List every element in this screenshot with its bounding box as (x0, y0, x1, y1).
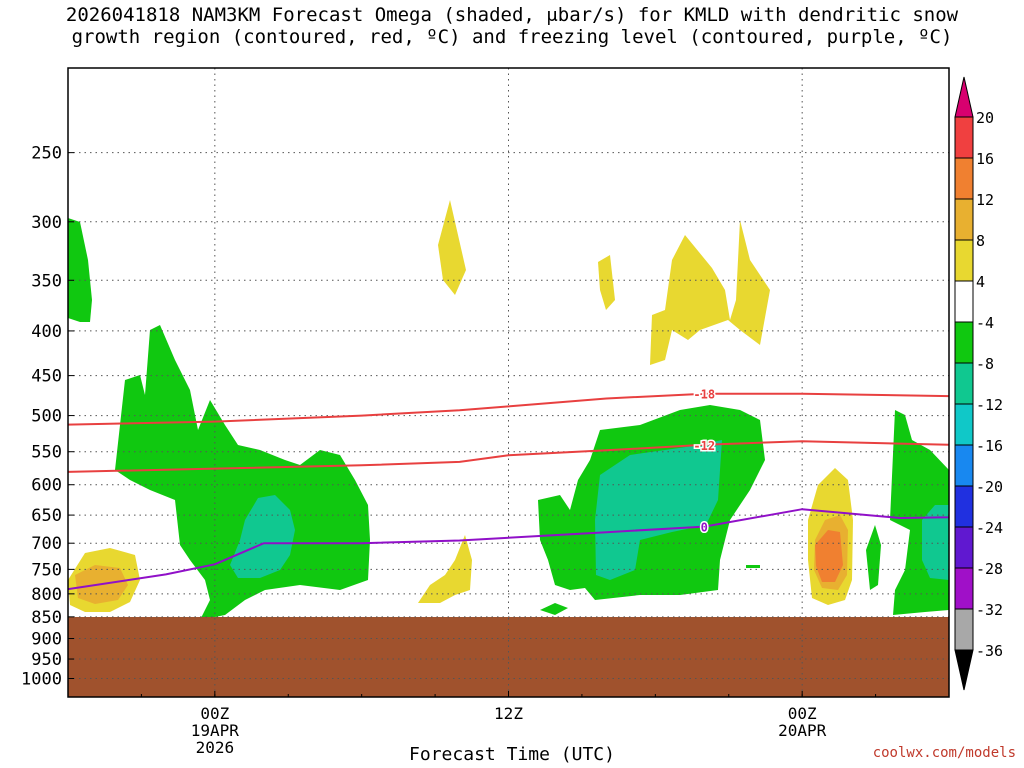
contours: -18-18-12-1200 (68, 386, 949, 591)
y-tick-label: 850 (31, 608, 62, 628)
x-tick-label: 19APR (191, 721, 240, 740)
colorbar-label: 16 (976, 150, 994, 168)
colorbar-label: 12 (976, 191, 994, 209)
colorbar-label: -20 (976, 478, 1003, 496)
omega-region (115, 325, 370, 620)
y-tick-label: 950 (31, 650, 62, 670)
omega-region (230, 495, 295, 578)
colorbar-band (954, 526, 974, 569)
colorbar-band (954, 116, 974, 159)
y-tick-label: 350 (31, 271, 62, 291)
y-tick-label: 500 (31, 407, 62, 427)
colorbar-label: -32 (976, 601, 1003, 619)
colorbar-band (954, 280, 974, 323)
colorbar-label: -12 (976, 396, 1003, 414)
colorbar-label: -36 (976, 642, 1003, 660)
y-tick-label: 900 (31, 630, 62, 650)
colorbar-band (954, 403, 974, 446)
y-axis-ticks: 2503003504004505005506006507007508008509… (21, 144, 74, 689)
colorbar: 20 16 12 8 4 -4 -8 -12 -16 -20 -24 -28 -32 -36 (954, 76, 1003, 691)
x-tick-label: 20APR (778, 721, 827, 740)
colorbar-band (954, 239, 974, 282)
y-tick-label: 400 (31, 322, 62, 342)
colorbar-band (954, 608, 974, 651)
colorbar-label: 8 (976, 232, 985, 250)
colorbar-label: -16 (976, 437, 1003, 455)
y-tick-label: 700 (31, 534, 62, 554)
omega-region (922, 505, 949, 580)
y-tick-label: 600 (31, 476, 62, 496)
colorbar-band (954, 321, 974, 364)
colorbar-arrow-top (954, 76, 974, 118)
colorbar-band (954, 362, 974, 405)
grid (68, 68, 949, 697)
y-tick-label: 650 (31, 506, 62, 526)
colorbar-label: 4 (976, 273, 985, 291)
omega-region (540, 603, 568, 615)
colorbar-label: 20 (976, 109, 994, 127)
contour--12 (68, 440, 949, 473)
colorbar-label: -8 (976, 355, 994, 373)
colorbar-label: -24 (976, 519, 1003, 537)
contour--18 (68, 392, 949, 426)
omega-region (438, 200, 466, 295)
y-tick-label: 1000 (21, 669, 62, 689)
y-tick-label: 800 (31, 585, 62, 605)
contour-label: -12 (693, 439, 715, 453)
title-line-2: growth region (contoured, red, ºC) and f… (71, 26, 953, 48)
omega-region (650, 220, 770, 365)
x-tick-label: 00Z (788, 704, 817, 723)
x-tick-label: 12Z (494, 704, 523, 723)
omega-region (595, 440, 722, 580)
omega-shading (68, 200, 949, 620)
y-tick-label: 250 (31, 144, 62, 164)
x-axis-ticks: 00Z19APR202612Z00Z20APR12Z00Z21APR (67, 691, 950, 757)
x-tick-label: 2026 (196, 738, 235, 757)
y-tick-label: 550 (31, 443, 62, 463)
credit-text: coolwx.com/models (872, 745, 1016, 761)
omega-region (598, 255, 615, 310)
omega-region (746, 565, 760, 568)
colorbar-band (954, 485, 974, 528)
title-line-1: 2026041818 NAM3KM Forecast Omega (shaded… (65, 4, 959, 26)
contour-label: -18 (693, 388, 715, 402)
contour-label: 0 (701, 521, 708, 535)
x-tick-label: 00Z (200, 704, 229, 723)
x-axis-label: Forecast Time (UTC) (409, 744, 615, 765)
colorbar-label: -28 (976, 560, 1003, 578)
y-tick-label: 300 (31, 213, 62, 233)
colorbar-label: -4 (976, 314, 994, 332)
omega-region (68, 218, 92, 322)
y-tick-label: 750 (31, 560, 62, 580)
chart-title: 2026041818 NAM3KM Forecast Omega (shaded… (0, 4, 1024, 48)
colorbar-arrow-bottom (954, 649, 974, 691)
colorbar-band (954, 157, 974, 200)
omega-region (418, 535, 472, 603)
contour-0 (68, 508, 949, 591)
colorbar-band (954, 198, 974, 241)
y-tick-label: 450 (31, 367, 62, 387)
colorbar-band (954, 444, 974, 487)
omega-region (866, 525, 881, 590)
colorbar-band (954, 567, 974, 610)
